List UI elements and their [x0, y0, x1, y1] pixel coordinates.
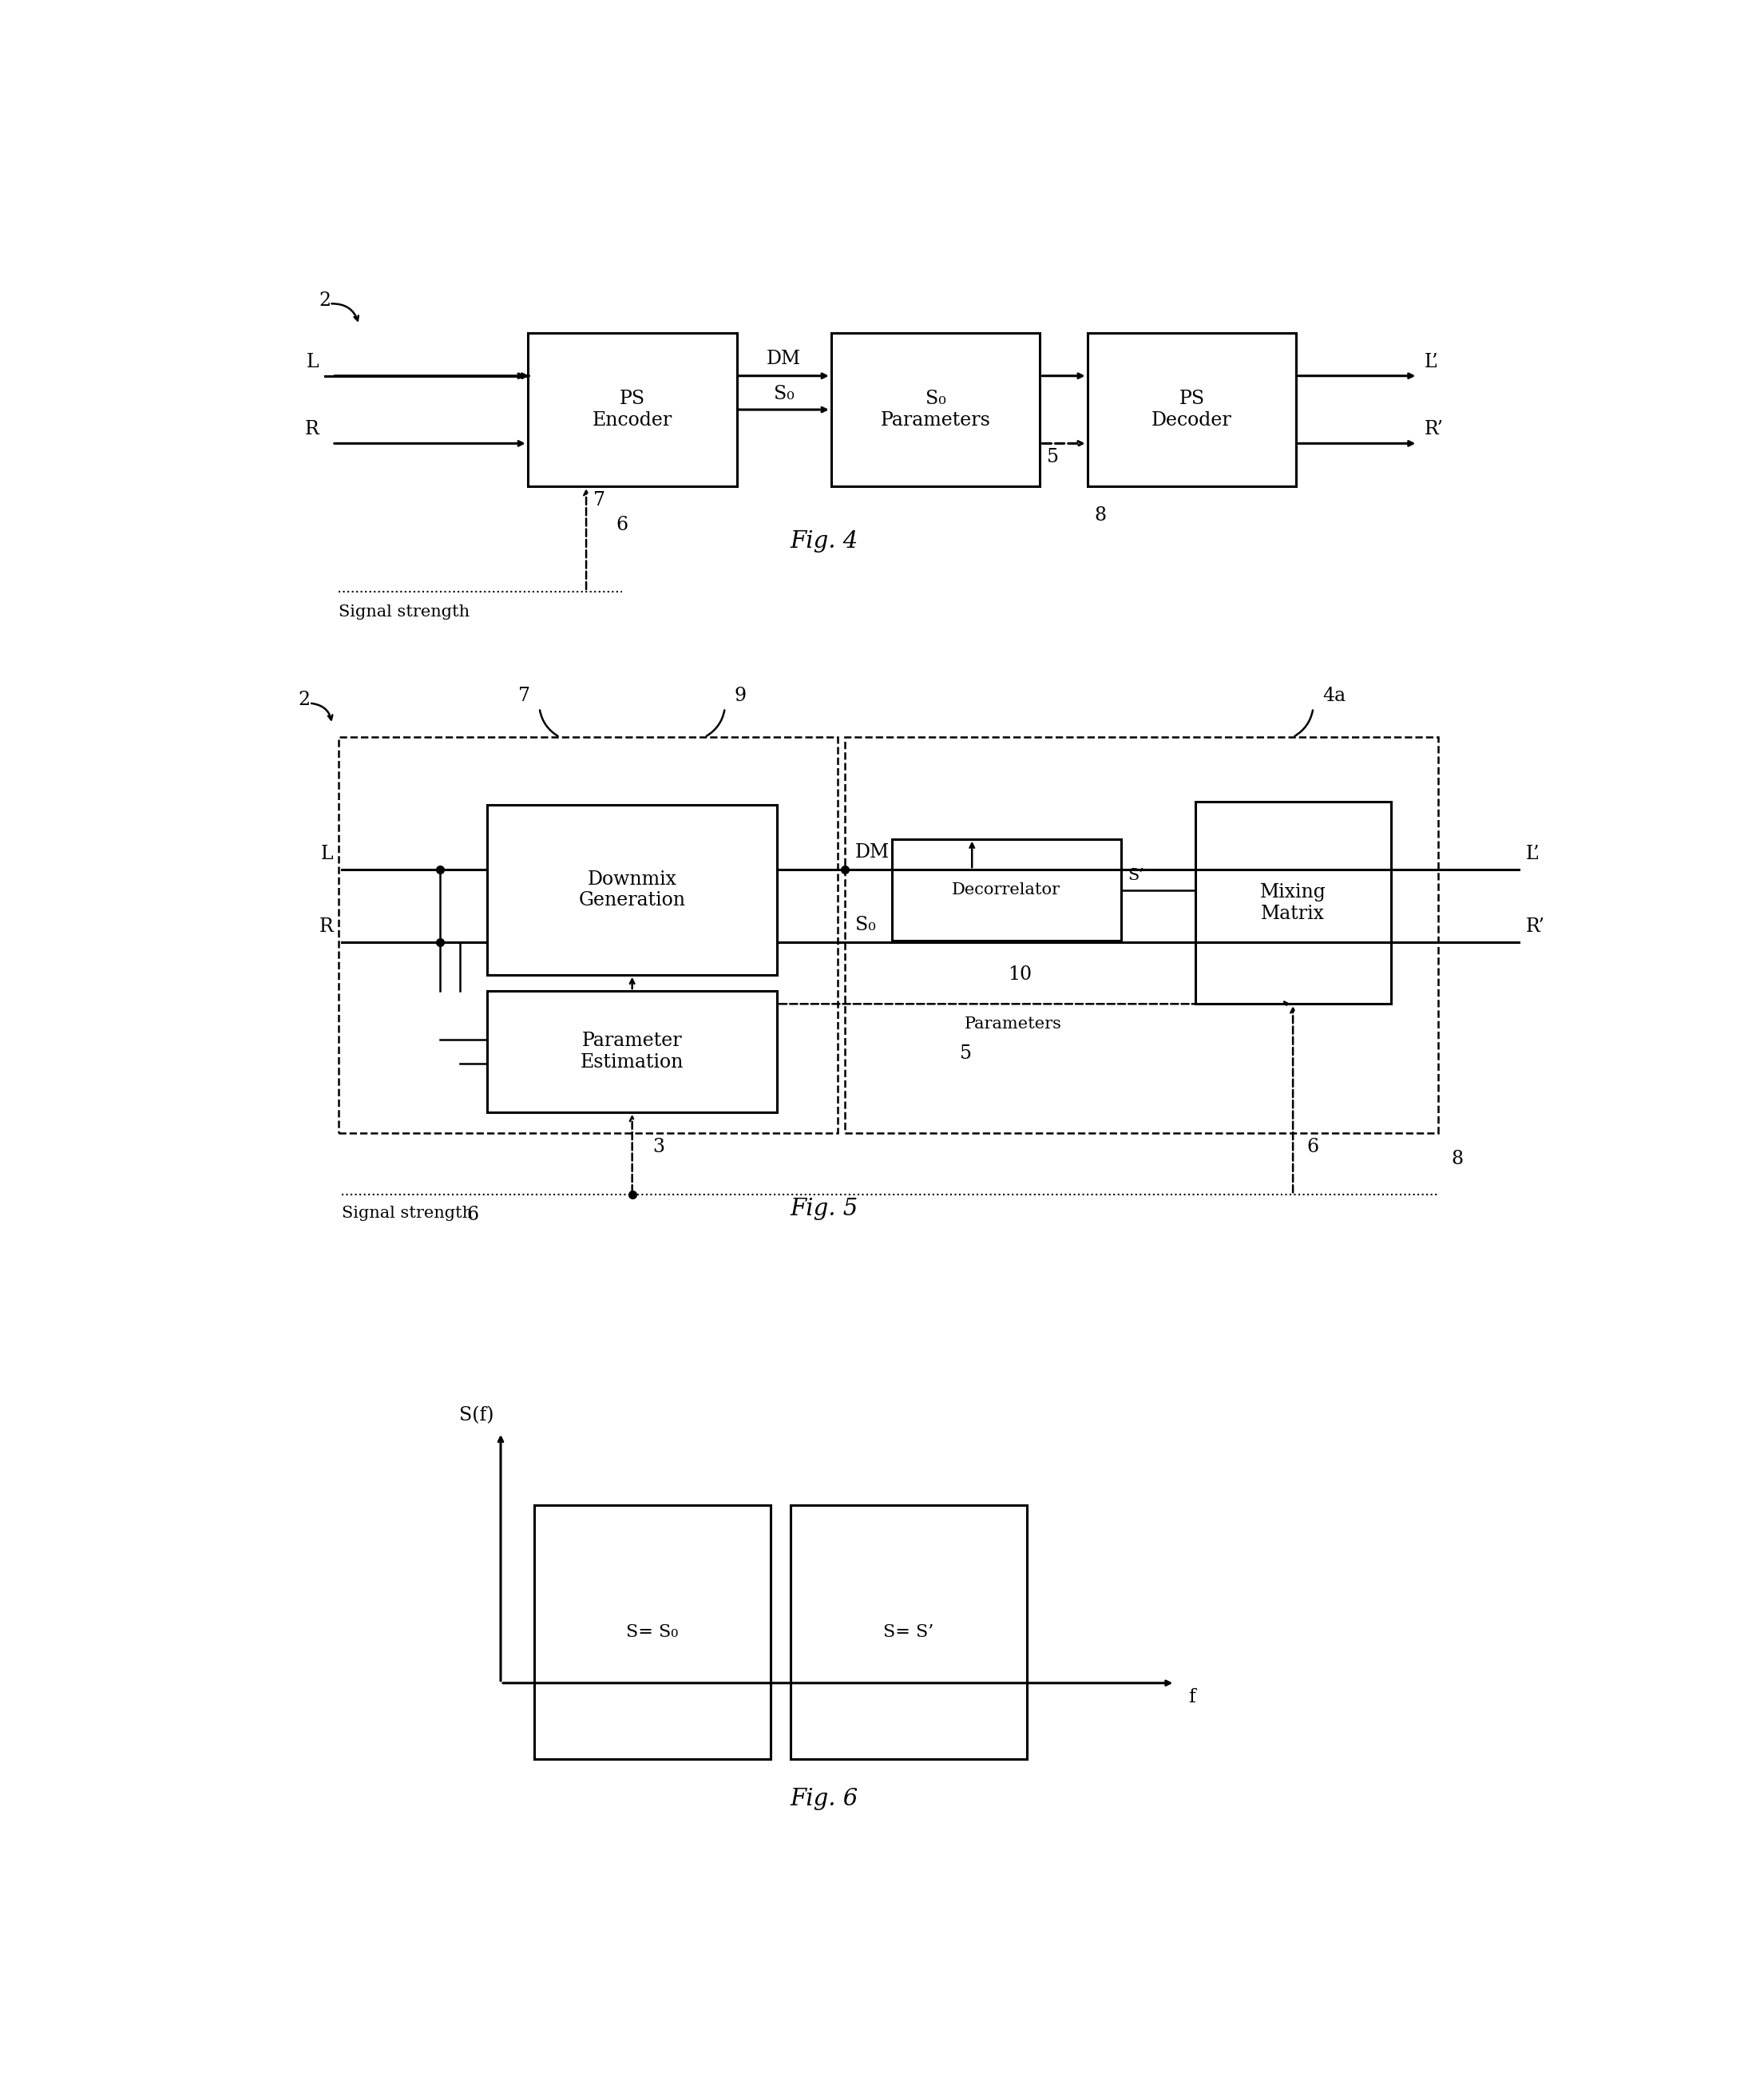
- Text: 6: 6: [466, 1205, 478, 1224]
- FancyBboxPatch shape: [844, 737, 1437, 1134]
- Text: DM: DM: [767, 349, 800, 368]
- FancyBboxPatch shape: [534, 1506, 771, 1760]
- Text: f: f: [1188, 1688, 1195, 1707]
- Text: Fig. 5: Fig. 5: [790, 1197, 858, 1220]
- Text: 7: 7: [519, 687, 531, 706]
- Text: Fig. 6: Fig. 6: [790, 1789, 858, 1810]
- Text: S(f): S(f): [459, 1407, 494, 1424]
- Text: R’: R’: [1526, 918, 1545, 937]
- Text: 10: 10: [1007, 966, 1032, 983]
- Text: R: R: [304, 420, 318, 439]
- FancyBboxPatch shape: [832, 334, 1041, 487]
- Text: 5: 5: [1047, 447, 1060, 466]
- Text: Parameter
Estimation: Parameter Estimation: [581, 1031, 684, 1071]
- Text: S₀
Parameters: S₀ Parameters: [880, 391, 990, 430]
- FancyBboxPatch shape: [1195, 802, 1390, 1004]
- Text: R’: R’: [1425, 420, 1444, 439]
- Text: 3: 3: [652, 1138, 665, 1157]
- Text: 2: 2: [299, 691, 310, 710]
- FancyBboxPatch shape: [893, 840, 1121, 941]
- Text: L’: L’: [1526, 844, 1540, 863]
- Text: PS
Decoder: PS Decoder: [1152, 391, 1232, 430]
- Text: PS
Encoder: PS Encoder: [592, 391, 672, 430]
- Text: R: R: [320, 918, 334, 937]
- Text: S₀: S₀: [774, 384, 793, 403]
- Text: 9: 9: [734, 687, 746, 706]
- Text: 6: 6: [1307, 1138, 1319, 1157]
- Text: 5: 5: [960, 1044, 973, 1063]
- Text: Signal strength: Signal strength: [339, 605, 470, 620]
- Text: 4a: 4a: [1322, 687, 1345, 706]
- FancyBboxPatch shape: [487, 804, 778, 974]
- Text: 8: 8: [1094, 506, 1107, 525]
- Text: Fig. 4: Fig. 4: [790, 529, 858, 552]
- Text: S₀: S₀: [856, 916, 875, 935]
- Text: Decorrelator: Decorrelator: [952, 882, 1061, 897]
- Text: DM: DM: [856, 844, 889, 861]
- Text: 6: 6: [616, 517, 628, 533]
- Text: 7: 7: [593, 491, 606, 510]
- FancyBboxPatch shape: [1088, 334, 1296, 487]
- Text: L: L: [306, 353, 318, 372]
- Text: Signal strength: Signal strength: [341, 1205, 473, 1222]
- Text: S’: S’: [1128, 867, 1145, 884]
- Text: Downmix
Generation: Downmix Generation: [579, 869, 686, 909]
- FancyBboxPatch shape: [527, 334, 736, 487]
- Text: S= S₀: S= S₀: [626, 1623, 679, 1640]
- FancyBboxPatch shape: [790, 1506, 1027, 1760]
- Text: Mixing
Matrix: Mixing Matrix: [1260, 882, 1326, 922]
- Text: L: L: [320, 844, 334, 863]
- FancyBboxPatch shape: [339, 737, 839, 1134]
- FancyBboxPatch shape: [487, 991, 778, 1113]
- Text: 8: 8: [1451, 1149, 1463, 1168]
- Text: Parameters: Parameters: [964, 1016, 1061, 1031]
- Text: L’: L’: [1425, 353, 1439, 372]
- Text: 2: 2: [318, 292, 331, 309]
- Text: S= S’: S= S’: [884, 1623, 934, 1640]
